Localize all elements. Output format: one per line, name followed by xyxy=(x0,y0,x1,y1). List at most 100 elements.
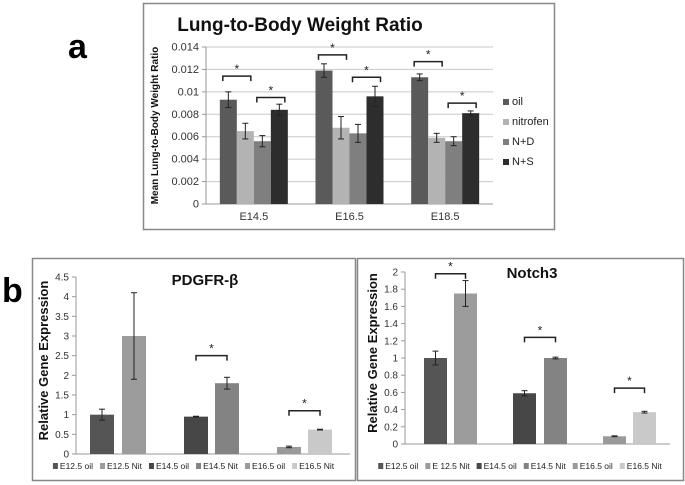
y-tick-label: 4 xyxy=(63,292,69,303)
panel-label-b: b xyxy=(2,272,23,310)
legend-swatch xyxy=(476,463,482,469)
significance-star: * xyxy=(364,63,369,77)
y-axis-label: Mean Lung-to-Body Weight Ratio xyxy=(150,47,161,205)
legend-swatch xyxy=(425,463,431,469)
bar-N+S xyxy=(462,113,480,204)
y-tick-label: 0.004 xyxy=(171,154,199,166)
bar xyxy=(424,358,447,444)
bar-N+S xyxy=(366,96,384,204)
legend-swatch xyxy=(148,463,154,469)
legend-swatch xyxy=(378,463,384,469)
legend-swatch-N+D xyxy=(503,139,509,145)
legend-swatch-oil xyxy=(503,99,509,105)
legend-swatch-nitrofen xyxy=(503,119,509,125)
significance-bracket xyxy=(447,102,477,109)
significance-bracket xyxy=(256,96,286,103)
x-tick-label: E16.5 xyxy=(335,211,364,223)
y-tick-label: 0.2 xyxy=(384,422,398,433)
y-tick-label: 1.2 xyxy=(384,336,398,347)
chart-title: Lung-to-Body Weight Ratio xyxy=(177,15,423,36)
legend-swatch xyxy=(245,463,251,469)
legend-swatch xyxy=(196,463,202,469)
y-tick-label: 0 xyxy=(193,199,199,211)
legend-label: E14.5 oil xyxy=(484,461,517,471)
y-tick-label: 1 xyxy=(63,410,69,421)
y-tick-label: 1 xyxy=(392,354,398,365)
y-axis-label: Relative Gene Expression xyxy=(365,273,380,433)
y-tick-label: 2 xyxy=(392,268,398,279)
y-tick-label: 0.5 xyxy=(55,430,69,441)
bar-N+D xyxy=(445,141,463,204)
bar xyxy=(215,383,239,454)
legend-swatch xyxy=(100,463,105,469)
bar xyxy=(603,436,626,444)
lung-weight-chart: Lung-to-Body Weight Ratio 0 0.002 0.004 0.00… xyxy=(142,2,556,231)
significance-bracket xyxy=(434,272,467,279)
significance-star: * xyxy=(426,48,431,62)
legend-label: E16.5 oil xyxy=(580,461,613,471)
y-tick-label: 0 xyxy=(63,450,69,461)
bar-N+D xyxy=(349,133,367,204)
bar xyxy=(277,446,301,454)
bar xyxy=(184,416,208,454)
y-tick-label: 1.4 xyxy=(384,319,398,330)
bar-oil xyxy=(315,70,333,204)
significance-bracket xyxy=(195,354,228,361)
significance-star: * xyxy=(627,374,632,388)
x-tick-label: E18.5 xyxy=(431,211,460,223)
y-tick-label: 3.5 xyxy=(55,312,69,323)
legend-swatch-N+S xyxy=(503,159,509,165)
legend-swatch xyxy=(52,463,58,469)
legend-label: E12.5 Nit xyxy=(107,461,143,471)
significance-bracket xyxy=(523,336,557,343)
y-tick-label: 0 xyxy=(392,440,398,451)
significance-star: * xyxy=(538,323,543,337)
panel-label-a: a xyxy=(68,28,88,66)
significance-bracket xyxy=(413,60,443,67)
y-tick-label: 0.8 xyxy=(384,371,398,382)
y-tick-label: 4.5 xyxy=(55,273,69,284)
y-tick-label: 3 xyxy=(63,332,69,343)
legend-label: E 12.5 Nit xyxy=(432,461,470,471)
y-tick-label: 1.5 xyxy=(55,391,69,402)
chart-title: PDGFR-β xyxy=(172,272,239,289)
legend-label: E16.5 Nit xyxy=(627,461,663,471)
bar-N+S xyxy=(270,109,288,204)
significance-star: * xyxy=(448,260,453,274)
bar-N+D xyxy=(253,141,271,204)
bar-nitrofen xyxy=(236,131,254,204)
legend-swatch xyxy=(572,463,578,469)
bar-nitrofen xyxy=(332,127,350,204)
bar-oil xyxy=(411,77,429,204)
significance-bracket xyxy=(317,54,348,60)
legend-label: E12.5 oil xyxy=(385,461,418,471)
y-tick-label: 0.014 xyxy=(171,42,199,54)
legend-swatch xyxy=(619,463,625,469)
y-tick-label: 0.002 xyxy=(171,176,199,188)
significance-bracket xyxy=(222,75,252,82)
bar xyxy=(544,358,567,444)
y-tick-label: 0.6 xyxy=(384,388,398,399)
significance-bracket xyxy=(288,409,321,416)
chart-frame xyxy=(356,257,685,482)
bar xyxy=(633,412,656,444)
significance-star: * xyxy=(209,342,214,356)
y-axis-label: Relative Gene Expression xyxy=(36,281,51,441)
y-tick-label: 1.6 xyxy=(384,302,398,313)
bar-nitrofen xyxy=(428,137,446,204)
y-tick-label: 0.008 xyxy=(171,109,199,121)
notch3-chart: Notch3 0 0.2 0.4 0.6 0.8 1 1.2 1.4 1.6 1.8 2 Relativ… xyxy=(356,257,685,482)
significance-star: * xyxy=(302,397,307,411)
significance-bracket xyxy=(351,76,382,83)
legend-label-N+D: N+D xyxy=(512,136,534,148)
y-tick-label: 0.012 xyxy=(171,64,199,76)
legend-label: E14.5 oil xyxy=(156,461,189,471)
legend-label-N+S: N+S xyxy=(512,156,534,168)
y-tick-label: 2.5 xyxy=(55,351,69,362)
y-tick-label: 2 xyxy=(63,371,69,382)
significance-star: * xyxy=(234,62,239,76)
bar-oil xyxy=(219,99,237,204)
significance-star: * xyxy=(460,89,465,103)
legend-label: E16.5 oil xyxy=(252,461,285,471)
